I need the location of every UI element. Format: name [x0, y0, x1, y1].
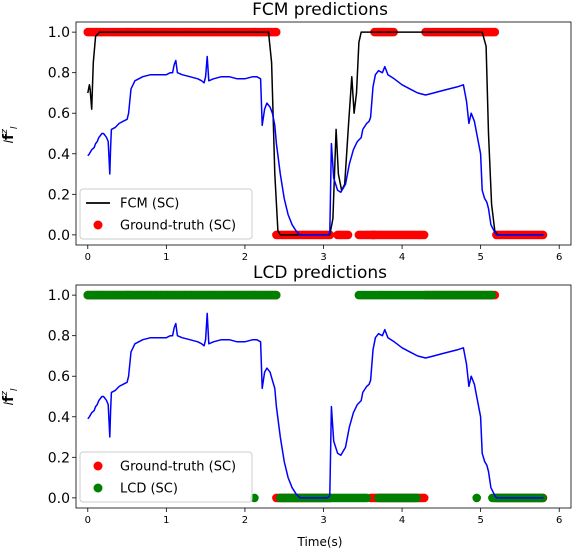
legend-box: [79, 188, 253, 240]
y-tick-label: 0.2: [48, 450, 70, 466]
data-point: [343, 230, 353, 240]
x-tick-label: 6: [556, 515, 562, 526]
series-dots-008000: [83, 290, 547, 503]
data-point: [362, 493, 372, 503]
y-tick-label: 1.0: [48, 25, 70, 41]
x-tick-label: 4: [399, 515, 405, 526]
y-tick-label: 0.8: [48, 66, 70, 82]
legend-label: LCD (SC): [120, 482, 178, 497]
svg-text:lfzl: lfzl: [0, 126, 20, 143]
data-point: [271, 290, 281, 300]
series-line-0000ff: [87, 55, 544, 236]
lcd-x-axis-label: Time(s): [297, 535, 343, 549]
y-tick-label: 0.6: [48, 369, 70, 385]
y-tick-label: 0.8: [48, 329, 70, 345]
x-tick-label: 0: [85, 252, 91, 263]
legend-dot-swatch: [93, 220, 103, 230]
fcm-y-axis-label: lfzl: [0, 126, 20, 143]
fcm-panel: FCM predictions lfzl 0 1 2 3 4 5 6 0.0 0.2 0.4 0.6…: [0, 0, 572, 263]
x-tick-label: 6: [556, 252, 562, 263]
x-tick-label: 2: [242, 515, 248, 526]
legend-box: [79, 451, 253, 503]
data-point: [412, 493, 421, 503]
x-tick-label: 2: [242, 252, 248, 263]
y-tick-label: 0.4: [48, 410, 70, 426]
y-tick-label: 0.4: [48, 147, 70, 163]
legend-dot-swatch: [93, 483, 103, 493]
legend: FCM (SC) Ground-truth (SC): [79, 188, 253, 240]
fcm-title: FCM predictions: [252, 0, 388, 20]
x-tick-label: 5: [477, 515, 483, 526]
y-tick-label: 0.2: [48, 187, 70, 203]
lcd-panel: LCD predictions lfzl Time(s) 0 1 2 3 4 5 60.00…: [0, 263, 572, 549]
legend: Ground-truth (SC) LCD (SC): [79, 451, 253, 503]
legend-dot-swatch: [93, 461, 103, 471]
y-tick-label: 1.0: [48, 288, 70, 304]
y-tick-label: 0.0: [48, 228, 70, 244]
x-tick-label: 4: [399, 252, 405, 263]
x-tick-label: 3: [320, 252, 326, 263]
x-tick-label: 1: [163, 515, 169, 526]
lcd-y-axis-label: lfzl: [0, 388, 20, 405]
data-point: [490, 27, 500, 37]
data-point: [472, 493, 482, 503]
x-tick-label: 0: [85, 515, 91, 526]
x-tick-label: 1: [163, 252, 169, 263]
x-tick-label: 3: [320, 515, 326, 526]
legend-label: FCM (SC): [120, 197, 179, 212]
series-line-000000: [87, 31, 544, 236]
data-point: [419, 230, 429, 240]
legend-label: Ground-truth (SC): [120, 460, 236, 475]
svg-text:lfzl: lfzl: [0, 388, 20, 405]
y-tick-label: 0.6: [48, 106, 70, 122]
fcm-plot-area: 0 1 2 3 4 5 6 0.0 0.2 0.4 0.6 0.8 1.0 FCM (SC) Ground-…: [48, 21, 572, 263]
data-point: [487, 290, 497, 300]
y-tick-label: 0.0: [48, 491, 70, 507]
lcd-plot-area: 0 1 2 3 4 5 6 0.0 0.2 0.4 0.6 0.8 1.0 Ground-truth (S…: [48, 284, 572, 526]
data-point: [271, 27, 281, 37]
legend-label: Ground-truth (SC): [120, 219, 236, 234]
lcd-title: LCD predictions: [253, 263, 387, 283]
series-line-0000ff: [87, 312, 544, 499]
x-tick-label: 5: [477, 252, 483, 263]
data-point: [419, 493, 429, 503]
